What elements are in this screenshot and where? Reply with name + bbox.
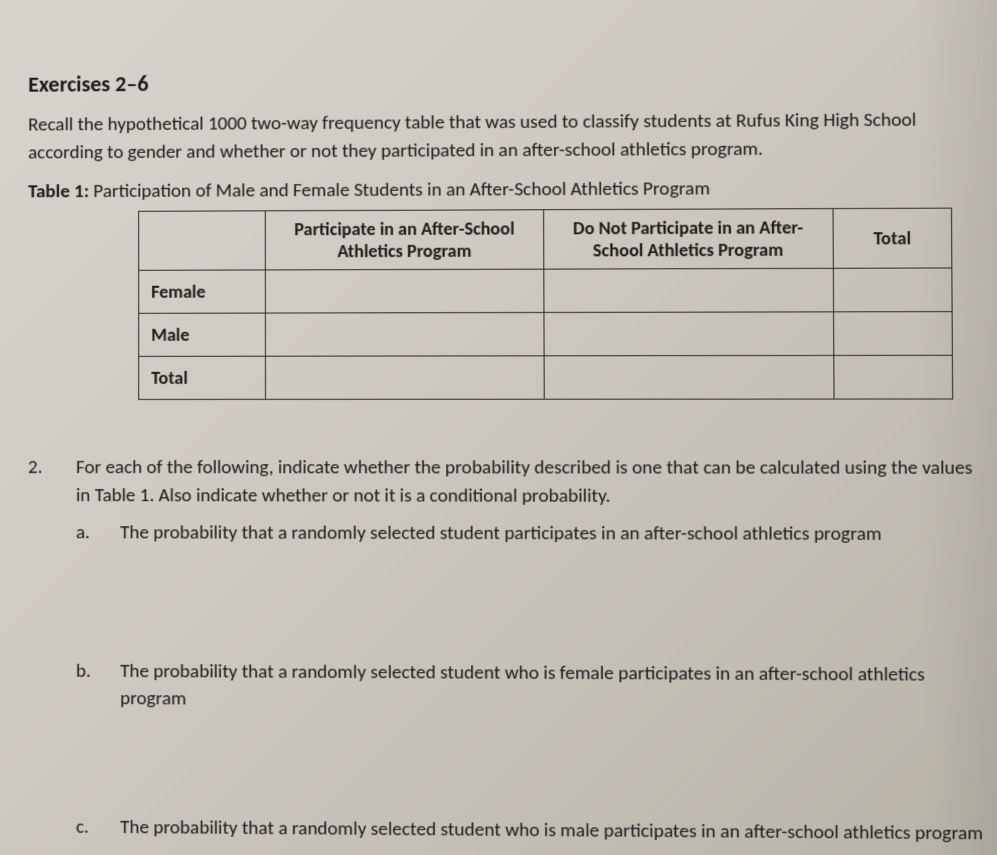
part-text: The probability that a randomly selected… [120, 814, 988, 848]
header-not-participate: Do Not Participate in an After-School At… [543, 209, 833, 270]
part-text: The probability that a randomly selected… [120, 519, 986, 548]
header-participate: Participate in an After-School Athletics… [266, 210, 544, 270]
question-part-c: c. The probability that a randomly selec… [76, 813, 988, 848]
header-blank [139, 211, 266, 270]
row-total-label: Total [139, 356, 266, 399]
cell-female-participate [266, 269, 544, 313]
question-part-b: b. The probability that a randomly selec… [76, 657, 987, 717]
intro-paragraph: Recall the hypothetical 1000 two-way fre… [28, 106, 984, 166]
table-row: Male [139, 312, 953, 357]
table-label: Table 1: [28, 180, 89, 203]
table-row: Female [139, 268, 952, 313]
table-caption: Table 1: Participation of Male and Femal… [28, 176, 984, 203]
cell-male-total [833, 312, 952, 356]
question-stem-row: 2. For each of the following, indicate w… [28, 454, 986, 511]
question-block: 2. For each of the following, indicate w… [28, 454, 988, 848]
part-text: The probability that a randomly selected… [120, 658, 987, 718]
part-letter: c. [76, 813, 100, 841]
cell-total-participate [266, 356, 544, 400]
cell-total-not-participate [544, 356, 834, 400]
cell-grand-total [834, 355, 953, 399]
cell-male-not-participate [544, 312, 834, 356]
cell-male-participate [266, 313, 544, 357]
table-header-row: Participate in an After-School Athletics… [139, 208, 952, 270]
row-female-label: Female [139, 270, 266, 313]
table-caption-text: Participation of Male and Female Student… [93, 177, 710, 203]
exercises-heading: Exercises 2–6 [28, 65, 983, 98]
frequency-table: Participate in an After-School Athletics… [138, 208, 953, 400]
header-total: Total [833, 208, 952, 268]
row-male-label: Male [139, 313, 266, 356]
question-stem: For each of the following, indicate whet… [76, 454, 986, 511]
table-row: Total [139, 355, 953, 399]
part-letter: b. [76, 657, 100, 712]
part-letter: a. [76, 519, 100, 547]
cell-female-not-participate [544, 268, 834, 312]
worksheet-page: Exercises 2–6 Recall the hypothetical 10… [0, 0, 997, 855]
cell-female-total [833, 268, 952, 312]
question-number: 2. [28, 454, 56, 509]
question-part-a: a. The probability that a randomly selec… [76, 519, 986, 549]
